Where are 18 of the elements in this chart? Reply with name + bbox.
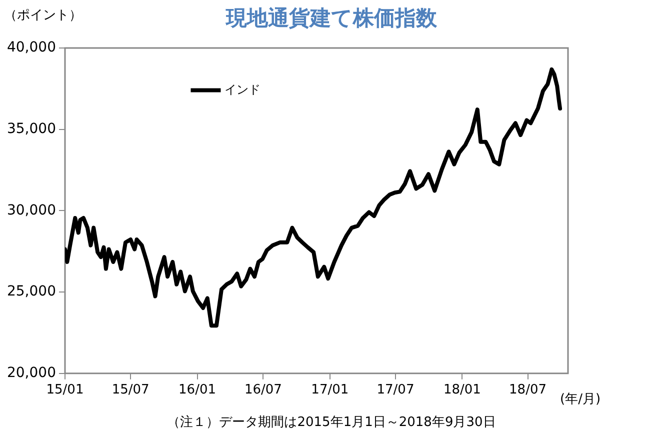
x-tick-label: 16/07: [244, 382, 282, 398]
y-tick-label: 35,000: [6, 120, 56, 137]
x-tick-label: 17/01: [311, 382, 349, 398]
y-tick-label: 40,000: [6, 40, 56, 56]
text: （注１）データ期間は2015年1月1日～2018年9月30日: [166, 414, 497, 431]
x-tick-label: 15/07: [112, 382, 150, 398]
y-tick-label: 20,000: [6, 365, 56, 382]
y-tick-label: 30,000: [6, 202, 56, 218]
y-axis-title: （ポイント）: [4, 7, 82, 24]
x-tick-label: 18/07: [509, 382, 547, 398]
legend-label: インド: [224, 82, 261, 96]
x-axis-title: (年/月): [560, 391, 601, 408]
x-tick-label: 18/01: [443, 382, 481, 398]
chart-title: 現地通貨建て株価指数: [226, 6, 437, 30]
x-tick-label: 17/07: [376, 382, 414, 398]
x-tick-label: 15/01: [46, 382, 84, 398]
x-tick-label: 16/01: [178, 382, 216, 398]
y-tick-label: 25,000: [6, 284, 56, 300]
